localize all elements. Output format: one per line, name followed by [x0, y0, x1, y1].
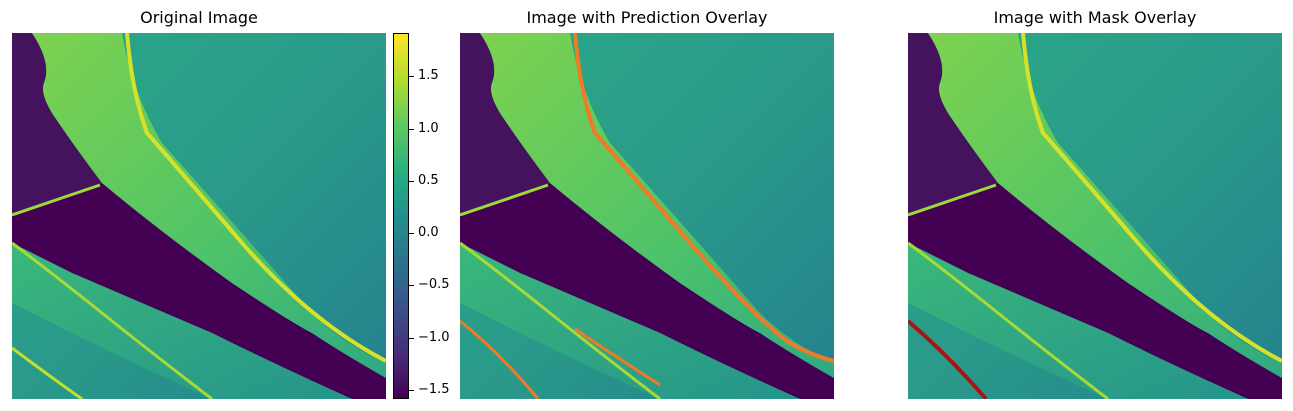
- colorbar-tick-label: 0.5: [418, 173, 439, 188]
- prediction-contour: [574, 327, 661, 387]
- colorbar-tick: [409, 181, 414, 182]
- prediction-contour: [573, 33, 834, 363]
- colorbar-tick-label: 0.0: [418, 225, 439, 240]
- colorbar-tick-label: −1.5: [418, 382, 450, 397]
- prediction-contour: [460, 319, 540, 399]
- colorbar: [393, 33, 409, 399]
- colorbar-tick-label: 1.0: [418, 121, 439, 136]
- panel-title-original: Original Image: [140, 8, 258, 27]
- prediction-overlay-image: [460, 33, 834, 399]
- original-image: [12, 33, 386, 399]
- mask-overlay-panel: [908, 33, 1282, 399]
- colorbar-tick-label: −1.0: [418, 330, 450, 345]
- colorbar-tick-label: −0.5: [418, 277, 450, 292]
- original-image-panel: [12, 33, 386, 399]
- colorbar-tick-label: 1.5: [418, 68, 439, 83]
- prediction-overlay-panel: [460, 33, 834, 399]
- panel-title-prediction: Image with Prediction Overlay: [526, 8, 768, 27]
- colorbar-tick: [409, 129, 414, 130]
- colorbar-tick: [409, 390, 414, 391]
- mask-overlay-image: [908, 33, 1282, 399]
- colorbar-tick: [409, 233, 414, 234]
- panel-title-mask: Image with Mask Overlay: [993, 8, 1197, 27]
- mask-contour: [908, 319, 988, 399]
- colorbar-tick: [409, 338, 414, 339]
- colorbar-tick: [409, 285, 414, 286]
- colorbar-tick: [409, 76, 414, 77]
